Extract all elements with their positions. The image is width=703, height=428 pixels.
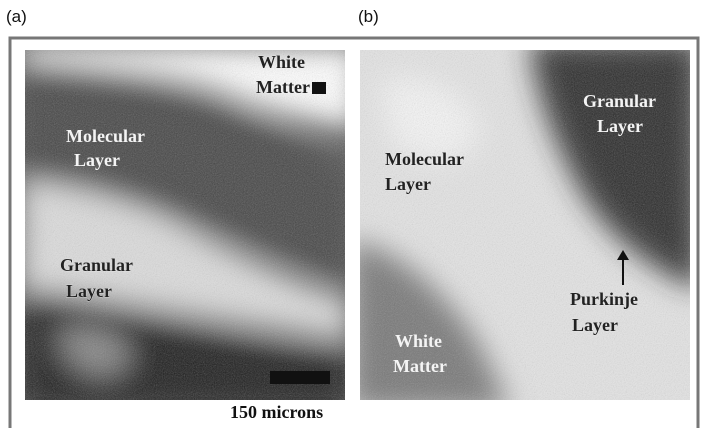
annotation-line: Granular [60,255,133,275]
annotation-line: White [395,331,442,351]
annotation-line: Granular [583,91,656,111]
panel-label: (a) [6,7,27,26]
annotation-line: Purkinje [570,289,638,309]
annotation-line: Layer [66,281,112,301]
scale-label: 150 microns [230,402,323,422]
annotation-line: White [258,52,305,72]
annotation-line: Molecular [385,149,464,169]
annotation-line: Layer [385,174,431,194]
annotation-line: Molecular [66,126,145,146]
scale-bar [270,371,330,384]
annotation-line: Layer [74,150,120,170]
annotation-line: Matter [256,77,310,97]
figure: (a) (b) White Matter Molecular Layer Gra [0,0,703,428]
micrograph-a [20,45,360,410]
annotation-line: Layer [597,116,643,136]
panel-label: (b) [358,7,379,26]
annotation-line: Layer [572,315,618,335]
annotation-line: Matter [393,356,447,376]
